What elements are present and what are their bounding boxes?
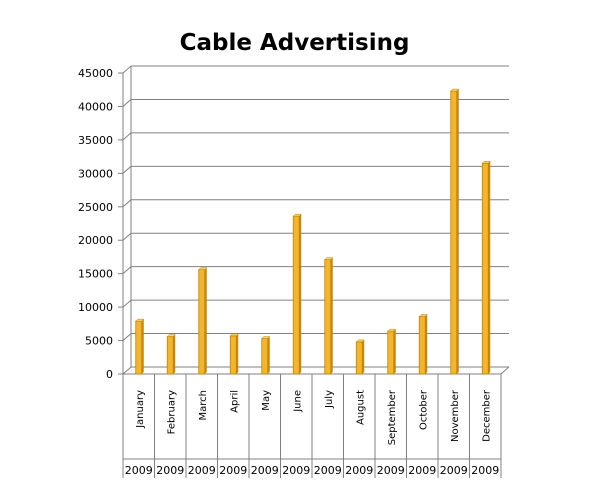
bar <box>481 161 491 375</box>
y-tick-label: 10000 <box>78 301 113 314</box>
bar-side <box>173 334 176 374</box>
axis-labels: 0 5000 10000 15000 20000 25000 30000 35000 40000… <box>78 67 499 477</box>
gridline-depth <box>122 165 132 174</box>
bar-top <box>229 333 239 337</box>
y-tick-label: 5000 <box>85 335 113 348</box>
x-group-label: 2009 <box>471 464 499 477</box>
x-group-label: 2009 <box>282 464 310 477</box>
x-category-label: June <box>292 390 303 413</box>
bar-front <box>418 316 426 375</box>
y-tick-label: 20000 <box>78 234 113 247</box>
bar <box>198 267 208 375</box>
x-group-label: 2009 <box>125 464 153 477</box>
bar <box>229 333 239 375</box>
bar-front <box>355 341 363 375</box>
x-group-label: 2009 <box>156 464 184 477</box>
axes <box>118 66 510 478</box>
x-category-label: November <box>450 389 461 442</box>
bar-top <box>387 328 397 332</box>
x-category-label: May <box>261 390 272 411</box>
bar <box>355 339 365 375</box>
bar-side <box>299 214 302 374</box>
y-tick-label: 35000 <box>78 134 113 147</box>
bar-front <box>481 162 489 375</box>
bar-side <box>362 339 365 374</box>
bar-top <box>481 161 491 164</box>
y-tick-label: 40000 <box>78 100 113 113</box>
gridline-depth <box>122 99 132 107</box>
bar-top <box>261 336 271 339</box>
x-category-label: December <box>481 389 492 442</box>
gridline-depth <box>122 199 132 208</box>
bars <box>135 88 491 375</box>
x-group-label: 2009 <box>219 464 247 477</box>
bar-side <box>141 319 144 374</box>
bar-top <box>292 213 302 217</box>
x-category-label: April <box>229 390 240 413</box>
x-group-label: 2009 <box>408 464 436 477</box>
x-category-label: February <box>166 390 177 434</box>
bar-front <box>261 338 269 375</box>
bar-side <box>267 336 270 374</box>
bar-side <box>425 314 428 374</box>
gridline-depth <box>122 65 132 74</box>
bar <box>450 88 460 375</box>
x-group-label: 2009 <box>345 464 373 477</box>
bar-front <box>135 320 143 375</box>
bar-side <box>330 257 333 374</box>
x-category-label: October <box>418 389 429 430</box>
bar <box>166 334 176 375</box>
bar-side <box>236 333 239 374</box>
bar-top <box>450 88 460 92</box>
bar <box>418 314 428 375</box>
bar-side <box>488 161 491 374</box>
x-category-label: January <box>135 390 146 429</box>
bar <box>135 318 145 375</box>
x-category-label: March <box>198 390 209 420</box>
gridline-depth <box>122 333 132 341</box>
bar <box>387 328 397 375</box>
bar-top <box>324 257 334 260</box>
bar-front <box>450 90 458 375</box>
bar-front <box>229 335 237 375</box>
gridline-depth <box>122 366 132 375</box>
y-tick-label: 0 <box>106 368 113 381</box>
bar-top <box>355 339 365 343</box>
x-group-label: 2009 <box>188 464 216 477</box>
bar-side <box>204 267 207 374</box>
grid-lines <box>122 65 509 375</box>
y-tick-label: 15000 <box>78 268 113 281</box>
bar-front <box>387 330 395 375</box>
bar-side <box>393 329 396 374</box>
bar <box>292 213 302 375</box>
floor-edge <box>500 366 510 375</box>
bar-side <box>456 89 459 374</box>
y-tick-label: 25000 <box>78 201 113 214</box>
bar-front <box>324 259 332 375</box>
x-category-label: September <box>387 389 398 445</box>
bar-front <box>292 215 300 375</box>
bar-front <box>166 336 174 375</box>
x-group-label: 2009 <box>314 464 342 477</box>
gridline-depth <box>122 132 132 141</box>
y-tick-label: 45000 <box>78 67 113 80</box>
chart-title: Cable Advertising <box>179 30 410 56</box>
x-group-label: 2009 <box>251 464 279 477</box>
bar <box>261 336 271 375</box>
bar-top <box>198 267 208 270</box>
bar-top <box>166 334 176 337</box>
gridline-depth <box>122 232 132 241</box>
x-group-label: 2009 <box>377 464 405 477</box>
bar <box>324 257 334 375</box>
bar-front <box>198 269 206 375</box>
y-tick-label: 30000 <box>78 167 113 180</box>
bar-top <box>135 318 145 322</box>
gridline-depth <box>122 299 132 308</box>
gridline-depth <box>122 266 132 275</box>
bar-top <box>418 314 428 317</box>
x-group-label: 2009 <box>440 464 468 477</box>
x-category-label: July <box>324 390 335 409</box>
x-category-label: August <box>355 390 366 425</box>
